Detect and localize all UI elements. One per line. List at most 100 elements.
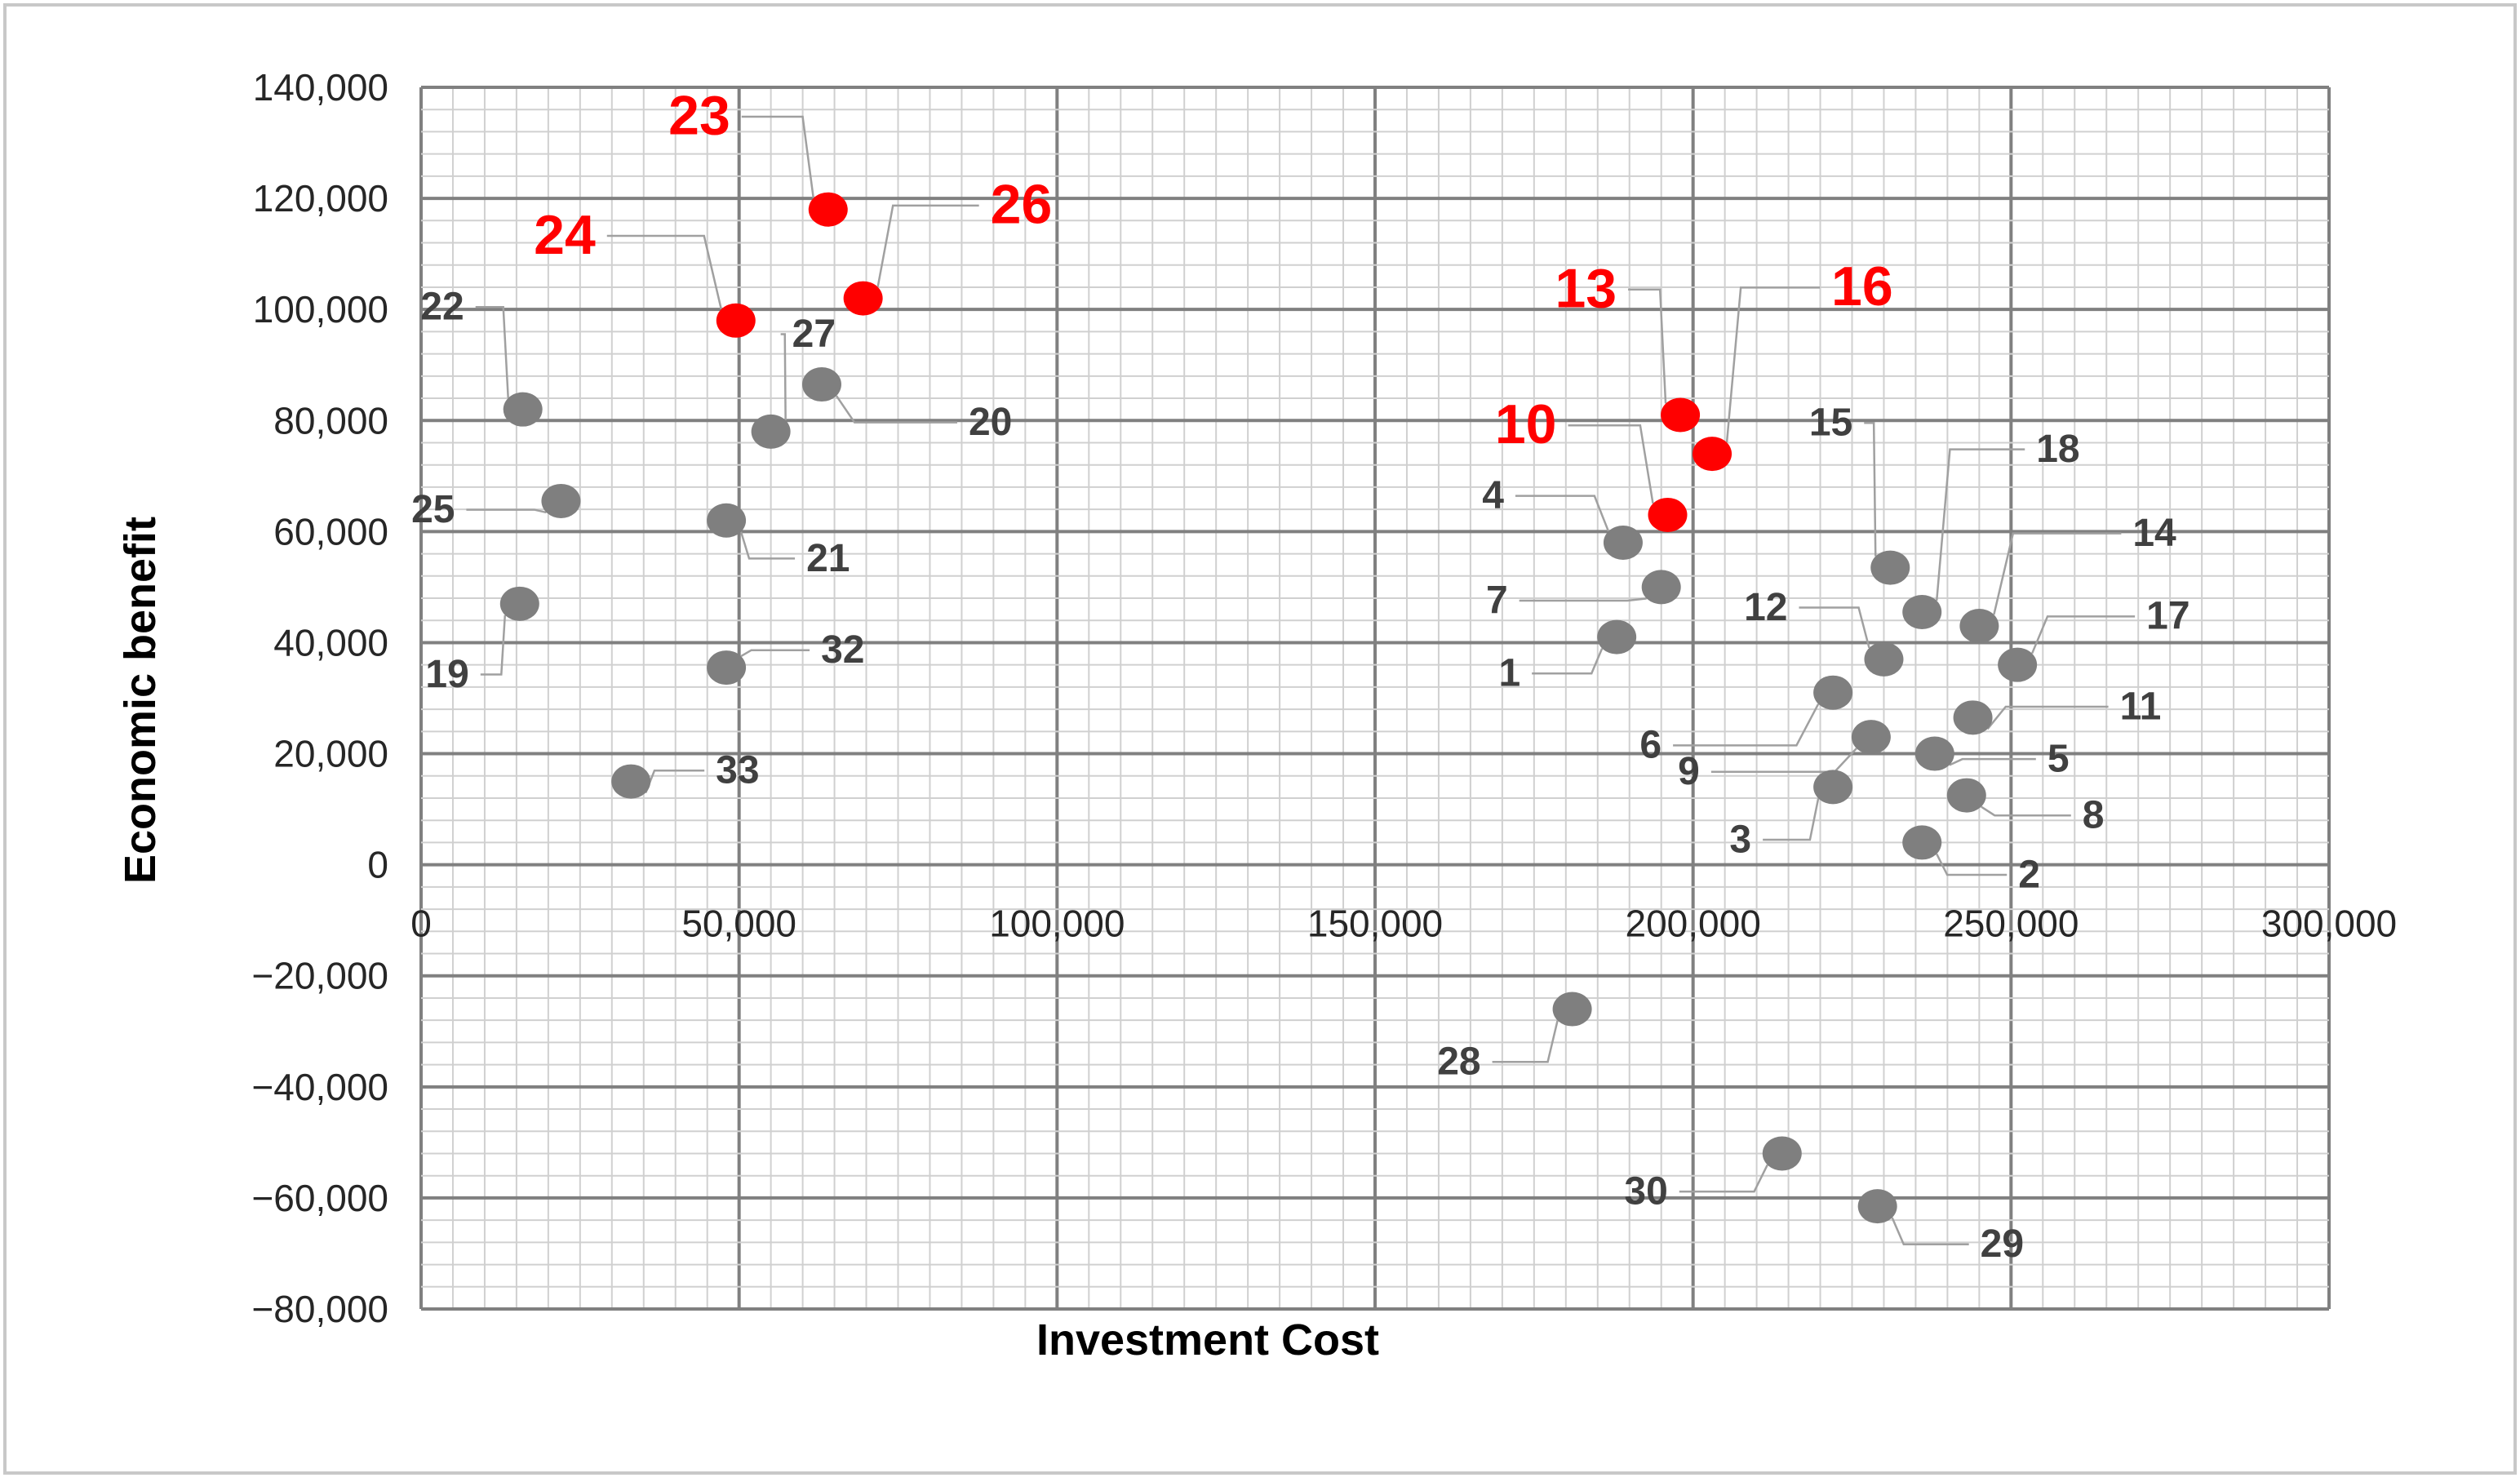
data-point-32 xyxy=(707,650,747,686)
data-point-15 xyxy=(1870,550,1910,585)
point-label-6: 6 xyxy=(1639,724,1662,767)
leader-line-32 xyxy=(740,649,810,658)
point-label-19: 19 xyxy=(425,653,468,696)
point-label-21: 21 xyxy=(806,537,850,580)
data-point-22 xyxy=(503,392,543,427)
point-label-18: 18 xyxy=(2036,428,2079,471)
data-point-30 xyxy=(1762,1136,1802,1171)
point-label-5: 5 xyxy=(2048,738,2070,781)
y-tick-label: 120,000 xyxy=(253,177,388,220)
leader-line-24 xyxy=(606,234,722,310)
data-point-27 xyxy=(751,414,791,449)
point-label-27: 27 xyxy=(792,313,836,356)
data-point-20 xyxy=(801,367,841,402)
point-label-13: 13 xyxy=(1555,257,1617,319)
x-tick-label: 200,000 xyxy=(1626,903,1761,945)
leader-lines xyxy=(466,115,2136,1246)
point-label-33: 33 xyxy=(716,749,759,792)
leader-line-26 xyxy=(876,204,979,287)
data-point-10 xyxy=(1648,497,1688,532)
leader-line-8 xyxy=(1981,805,2071,817)
leader-line-27 xyxy=(780,333,787,420)
x-tick-label: 0 xyxy=(410,903,432,945)
y-tick-label: 140,000 xyxy=(253,66,388,109)
leader-line-6 xyxy=(1673,703,1820,747)
leader-line-14 xyxy=(1993,532,2122,615)
point-label-20: 20 xyxy=(969,401,1012,444)
data-points xyxy=(499,192,2038,1224)
x-tick-label: 250,000 xyxy=(1943,903,2079,945)
data-point-4 xyxy=(1603,525,1643,560)
leader-line-28 xyxy=(1492,1020,1559,1063)
leader-line-30 xyxy=(1679,1164,1768,1193)
leader-line-17 xyxy=(2030,615,2136,654)
y-tick-label: 40,000 xyxy=(273,621,388,663)
point-label-22: 22 xyxy=(420,286,464,329)
point-label-7: 7 xyxy=(1486,579,1508,622)
y-tick-label: −40,000 xyxy=(251,1066,388,1108)
data-point-25 xyxy=(541,483,581,518)
data-point-18 xyxy=(1902,595,1942,630)
leader-line-12 xyxy=(1799,606,1870,649)
point-label-23: 23 xyxy=(668,85,730,147)
x-tick-label: 100,000 xyxy=(989,903,1125,945)
leader-line-4 xyxy=(1515,495,1610,532)
grid xyxy=(419,86,2331,1311)
data-point-33 xyxy=(611,764,651,799)
axis-tick-labels: 0 50,000 100,000 150,000 200,000 250,000 300,0… xyxy=(251,66,2397,1330)
data-point-2 xyxy=(1902,825,1942,860)
leader-line-19 xyxy=(480,615,507,676)
point-label-28: 28 xyxy=(1437,1041,1480,1084)
data-point-7 xyxy=(1641,570,1681,605)
data-point-12 xyxy=(1864,641,1904,677)
y-tick-label: 0 xyxy=(367,844,388,886)
leader-line-3 xyxy=(1763,798,1820,841)
point-label-15: 15 xyxy=(1809,402,1852,445)
leader-line-22 xyxy=(475,306,509,398)
chart-border xyxy=(3,3,2517,1475)
point-label-14: 14 xyxy=(2132,512,2176,555)
leader-line-25 xyxy=(466,508,547,514)
point-label-8: 8 xyxy=(2083,794,2105,837)
leader-line-1 xyxy=(1532,648,1604,675)
y-tick-label: −80,000 xyxy=(251,1288,388,1330)
data-point-29 xyxy=(1857,1189,1897,1224)
leader-line-20 xyxy=(835,395,957,424)
data-point-3 xyxy=(1813,770,1853,805)
x-axis-title: Investment Cost xyxy=(1036,1316,1379,1364)
y-tick-label: −20,000 xyxy=(251,955,388,997)
point-label-24: 24 xyxy=(534,204,596,266)
data-point-21 xyxy=(707,503,747,538)
x-tick-label: 150,000 xyxy=(1307,903,1443,945)
leader-line-29 xyxy=(1891,1217,1969,1246)
point-label-17: 17 xyxy=(2146,595,2189,638)
point-label-30: 30 xyxy=(1624,1169,1667,1213)
point-labels: 1234567891011121314151617181920212223242… xyxy=(411,85,2189,1266)
leader-line-7 xyxy=(1519,597,1647,602)
data-point-6 xyxy=(1813,675,1853,710)
y-tick-label: 60,000 xyxy=(273,510,388,552)
point-label-2: 2 xyxy=(2018,853,2040,896)
leader-line-10 xyxy=(1568,424,1654,504)
data-point-28 xyxy=(1552,992,1592,1027)
point-label-4: 4 xyxy=(1482,474,1504,517)
point-label-25: 25 xyxy=(411,488,455,531)
point-label-10: 10 xyxy=(1495,393,1557,455)
data-point-8 xyxy=(1946,778,1986,813)
point-label-1: 1 xyxy=(1498,652,1520,695)
point-label-9: 9 xyxy=(1678,750,1700,793)
point-label-16: 16 xyxy=(1831,255,1893,317)
point-label-12: 12 xyxy=(1744,586,1787,629)
leader-line-5 xyxy=(1949,757,2036,766)
leader-line-21 xyxy=(739,531,796,560)
data-point-26 xyxy=(843,281,883,316)
y-tick-label: 20,000 xyxy=(273,733,388,775)
y-tick-label: −60,000 xyxy=(251,1177,388,1219)
point-label-32: 32 xyxy=(821,628,864,672)
data-point-13 xyxy=(1661,397,1701,433)
data-point-23 xyxy=(808,192,848,227)
y-axis-title: Economic benefit xyxy=(116,517,165,884)
y-tick-label: 100,000 xyxy=(253,288,388,331)
data-point-19 xyxy=(499,586,539,621)
